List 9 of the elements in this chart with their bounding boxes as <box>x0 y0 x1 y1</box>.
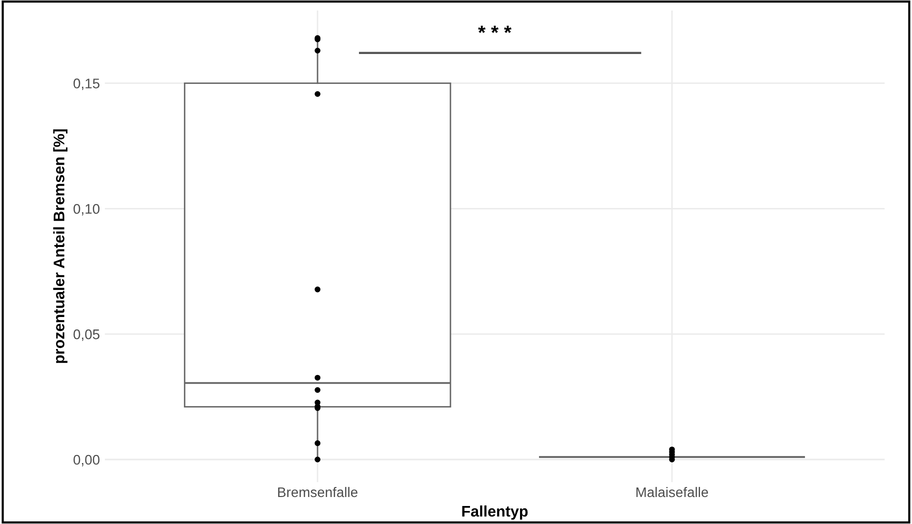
x-axis-title: Fallentyp <box>462 505 528 520</box>
y-tick-label: 0,05 <box>74 329 100 341</box>
y-tick-label: 0,15 <box>74 78 100 90</box>
x-tick-label: Malaisefalle <box>636 486 708 498</box>
annotation: * * * <box>478 26 512 33</box>
y-tick-label: 0,10 <box>74 204 100 216</box>
y-tick-label: 0,00 <box>74 454 100 466</box>
x-tick-label: Bremsenfalle <box>278 486 358 498</box>
y-axis-title: prozentualer Anteil Bremsen [%] <box>53 129 68 363</box>
